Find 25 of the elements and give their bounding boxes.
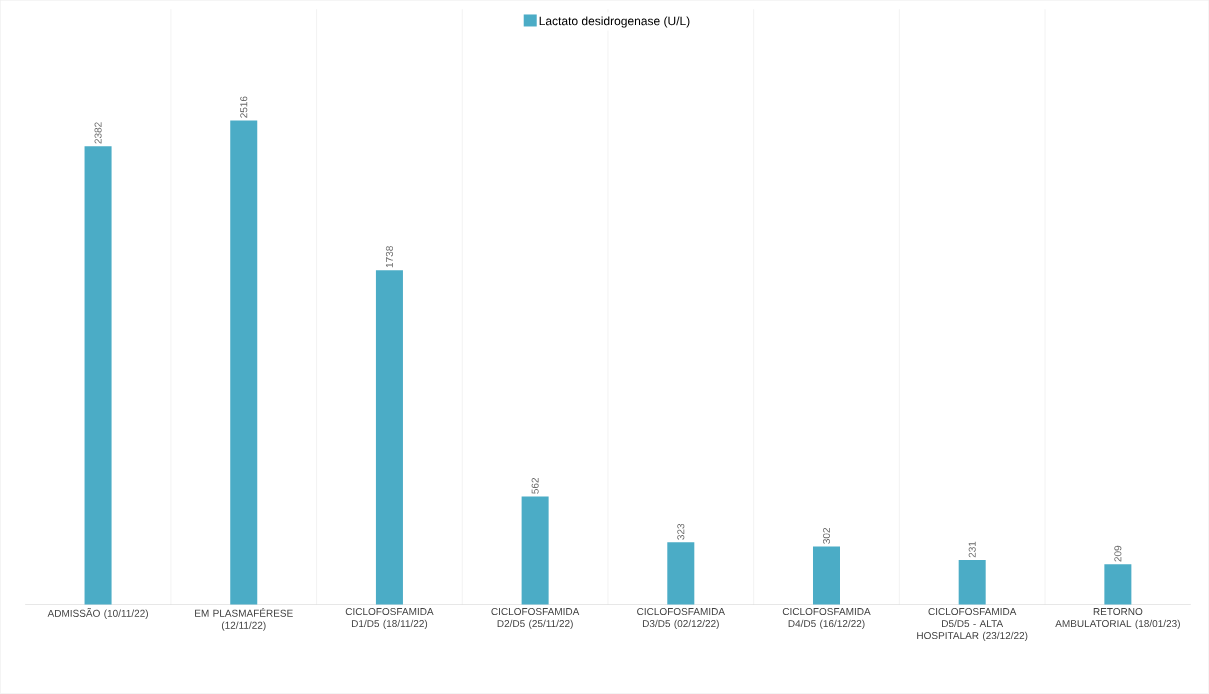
x-tick-label: CICLOFOSFAMIDA D1/D5 (18/11/22) [345, 608, 434, 630]
x-tick-label: CICLOFOSFAMIDA D5/D5 - ALTA HOSPITALAR (23/12/22) [917, 608, 1028, 642]
bar [667, 542, 695, 605]
x-tick-label: CICLOFOSFAMIDA D3/D5 (02/12/22) [637, 608, 725, 630]
bar [958, 560, 986, 605]
x-tick-label: EM PLASMAFÉRESE (12/11/22) [195, 608, 293, 631]
bar [812, 546, 840, 605]
legend-label: Lactato desidrogenase (U/L) [539, 16, 690, 28]
data-label: 302 [822, 528, 831, 544]
bar [230, 120, 258, 605]
bar [375, 270, 403, 605]
bar [84, 146, 112, 605]
data-label: 562 [531, 478, 539, 494]
x-tick-label: RETORNO AMBULATORIAL (18/01/23) [1055, 608, 1180, 630]
data-label: 323 [677, 524, 685, 540]
data-label: 1738 [385, 246, 393, 268]
x-tick-label: CICLOFOSFAMIDA D4/D5 (16/12/22) [782, 608, 871, 630]
x-tick-label: ADMISSÃO (10/11/22) [47, 608, 148, 620]
x-tick-label: CICLOFOSFAMIDA D2/D5 (25/11/22) [491, 608, 580, 630]
data-label: 2382 [94, 122, 102, 144]
bar [521, 496, 549, 605]
data-label: 209 [1114, 545, 1122, 562]
data-label: 231 [968, 541, 976, 558]
bar [1104, 564, 1132, 605]
data-label: 2516 [240, 96, 248, 118]
